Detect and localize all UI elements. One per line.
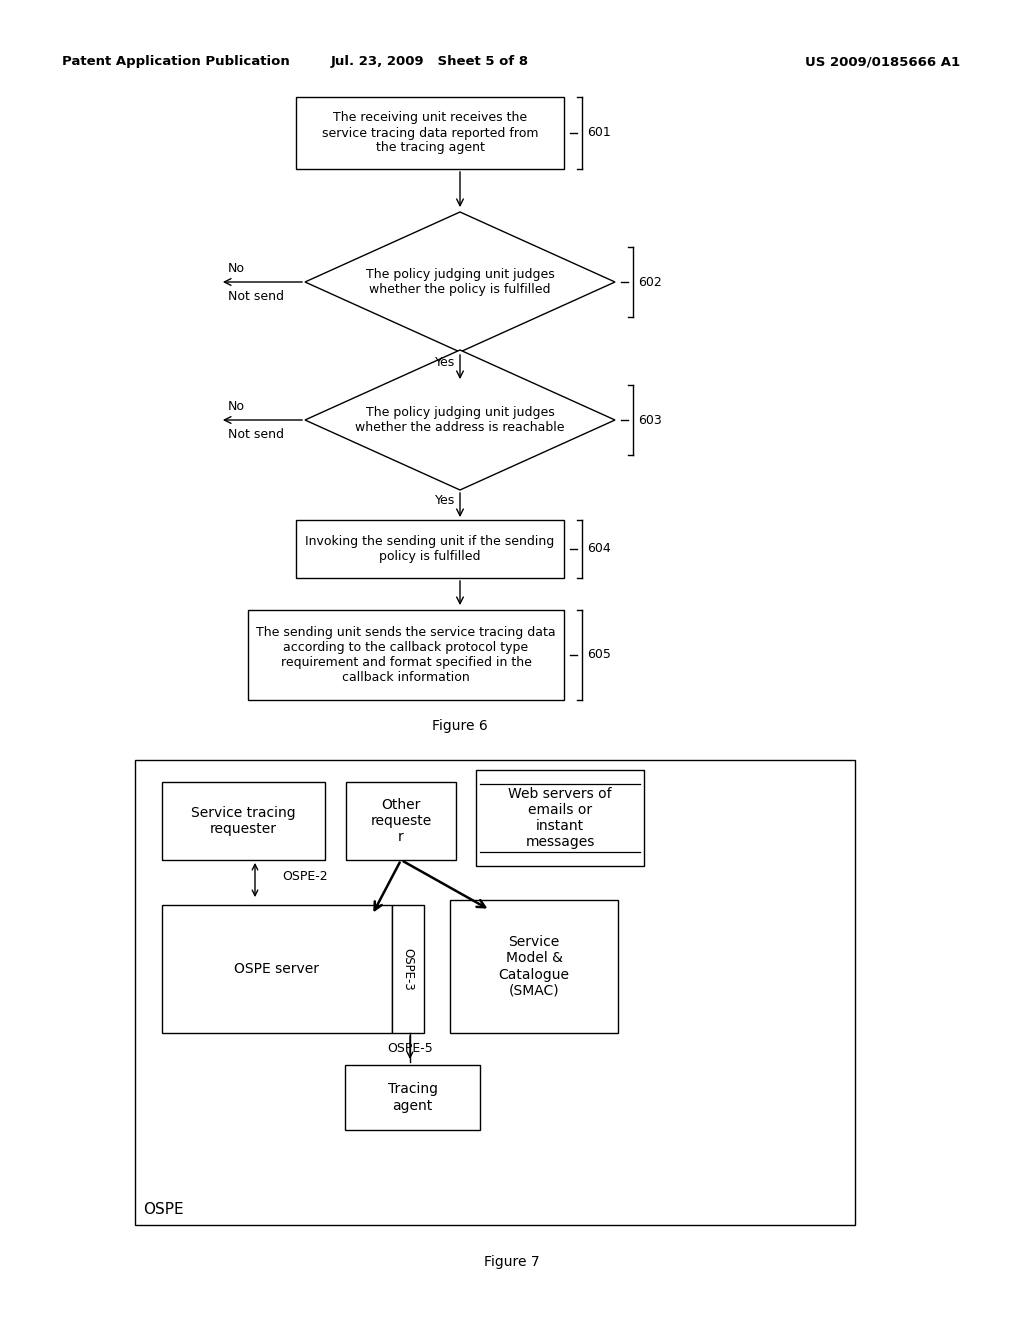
FancyBboxPatch shape <box>392 906 424 1034</box>
FancyBboxPatch shape <box>162 781 325 861</box>
FancyBboxPatch shape <box>346 781 456 861</box>
Text: Service
Model &
Catalogue
(SMAC): Service Model & Catalogue (SMAC) <box>499 935 569 998</box>
Text: Jul. 23, 2009   Sheet 5 of 8: Jul. 23, 2009 Sheet 5 of 8 <box>331 55 529 69</box>
Polygon shape <box>305 213 615 352</box>
Polygon shape <box>305 350 615 490</box>
Text: Invoking the sending unit if the sending
policy is fulfilled: Invoking the sending unit if the sending… <box>305 535 555 564</box>
Text: US 2009/0185666 A1: US 2009/0185666 A1 <box>805 55 961 69</box>
Text: Patent Application Publication: Patent Application Publication <box>62 55 290 69</box>
FancyBboxPatch shape <box>296 520 564 578</box>
Text: 604: 604 <box>587 543 610 556</box>
Text: Service tracing
requester: Service tracing requester <box>191 807 296 836</box>
FancyBboxPatch shape <box>345 1065 480 1130</box>
FancyBboxPatch shape <box>476 770 644 866</box>
FancyBboxPatch shape <box>450 900 618 1034</box>
Text: Web servers of
emails or
instant
messages: Web servers of emails or instant message… <box>508 787 611 849</box>
FancyBboxPatch shape <box>248 610 564 700</box>
Text: OSPE-2: OSPE-2 <box>283 870 328 883</box>
Text: Yes: Yes <box>435 355 456 368</box>
Text: Figure 7: Figure 7 <box>484 1255 540 1269</box>
Text: OSPE-5: OSPE-5 <box>387 1041 433 1055</box>
Text: OSPE: OSPE <box>143 1201 183 1217</box>
FancyBboxPatch shape <box>296 96 564 169</box>
Text: 601: 601 <box>587 127 610 140</box>
Text: The receiving unit receives the
service tracing data reported from
the tracing a: The receiving unit receives the service … <box>322 111 539 154</box>
Text: Figure 6: Figure 6 <box>432 719 487 733</box>
Text: The policy judging unit judges
whether the address is reachable: The policy judging unit judges whether t… <box>355 407 565 434</box>
Text: OSPE server: OSPE server <box>234 962 319 975</box>
Text: Not send: Not send <box>228 289 284 302</box>
Text: No: No <box>228 400 245 412</box>
Text: Yes: Yes <box>435 494 456 507</box>
Text: 605: 605 <box>587 648 611 661</box>
Text: 603: 603 <box>638 413 662 426</box>
Text: Tracing
agent: Tracing agent <box>387 1082 437 1113</box>
Text: No: No <box>228 261 245 275</box>
Text: The policy judging unit judges
whether the policy is fulfilled: The policy judging unit judges whether t… <box>366 268 554 296</box>
Text: The sending unit sends the service tracing data
according to the callback protoc: The sending unit sends the service traci… <box>256 626 556 684</box>
FancyBboxPatch shape <box>162 906 392 1034</box>
Text: Other
requeste
r: Other requeste r <box>371 797 432 845</box>
Text: Not send: Not send <box>228 428 284 441</box>
FancyBboxPatch shape <box>135 760 855 1225</box>
Text: OSPE-3: OSPE-3 <box>401 948 415 990</box>
Text: 602: 602 <box>638 276 662 289</box>
